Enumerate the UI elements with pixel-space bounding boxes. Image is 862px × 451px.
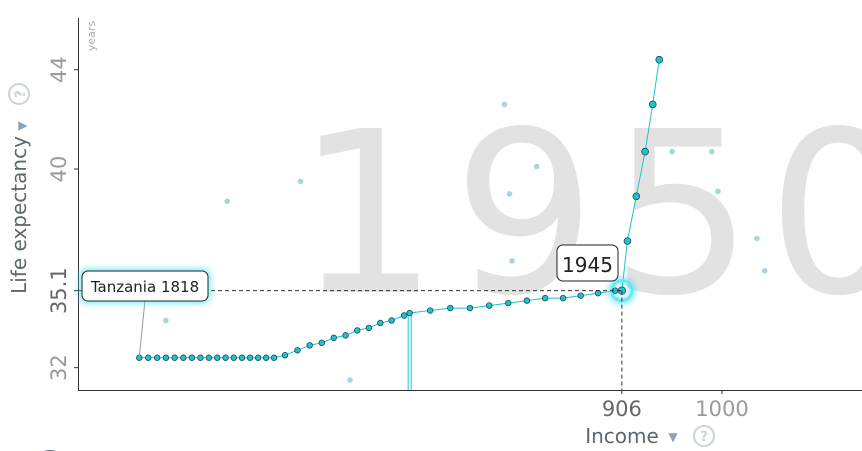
trail-point: [281, 352, 289, 359]
trail-point: [623, 237, 632, 245]
help-icon[interactable]: [8, 83, 30, 105]
trail-point: [214, 354, 221, 361]
trail-point: [145, 354, 152, 361]
dropdown-arrow[interactable]: ▼: [668, 430, 678, 444]
trail-point: [205, 354, 213, 361]
bubble: [297, 178, 304, 185]
trail-point: [641, 147, 649, 156]
trail-point: [577, 292, 584, 299]
trail-point: [153, 354, 161, 361]
help-icon[interactable]: [693, 425, 715, 447]
x-tick-label: 906: [602, 397, 642, 421]
y-axis-title: Life expectancy ▼ ?: [7, 83, 31, 294]
trail-point: [306, 342, 313, 349]
trail-point: [246, 354, 254, 361]
trail-point: [388, 317, 395, 324]
help-icon-mark: ?: [13, 90, 29, 98]
trail-point: [406, 309, 413, 317]
trail-point: [171, 354, 178, 361]
trail-line: [139, 59, 660, 359]
trail-point: [330, 334, 337, 342]
trail-point: [342, 332, 349, 339]
trail-point: [162, 354, 170, 361]
trail-point: [632, 192, 641, 201]
bubble: [347, 377, 353, 383]
y-unit: years: [85, 21, 98, 52]
trail-point: [655, 55, 664, 64]
trail-point: [354, 327, 361, 334]
trail-point: [294, 347, 301, 354]
trail-point: [254, 354, 262, 361]
trail-point: [270, 354, 278, 361]
bubble: [669, 148, 675, 155]
trail-point: [180, 354, 187, 361]
trail-point: [466, 304, 474, 312]
bubble: [163, 317, 169, 324]
trail-point: [426, 307, 434, 314]
bubble: [224, 198, 231, 205]
bubble: [533, 163, 540, 170]
trail-point: [505, 299, 512, 307]
trail-point: [559, 294, 567, 302]
trail-point: [262, 354, 270, 361]
trail-point: [365, 324, 373, 332]
x-label: Income: [585, 424, 659, 448]
x-axis-title: Income ▼ ?: [585, 424, 715, 448]
start-label: Tanzania 1818: [90, 278, 199, 296]
bubble: [501, 101, 508, 108]
trail-point: [447, 304, 454, 312]
y-label: Life expectancy: [7, 136, 31, 294]
trail-point: [230, 354, 238, 361]
year-watermark: 1950: [296, 84, 862, 346]
trail-point: [400, 312, 408, 319]
trail-point: [594, 289, 602, 297]
trail-point: [238, 354, 246, 361]
highlight-label: 1945: [562, 253, 613, 277]
x-tick-label: 1000: [695, 397, 748, 421]
help-icon-mark: ?: [700, 429, 708, 445]
trail-point: [377, 319, 384, 327]
label-leader: [138, 299, 146, 358]
bubble: [715, 188, 721, 195]
trail-point: [222, 354, 229, 361]
dropdown-arrow[interactable]: ▼: [15, 121, 29, 131]
bubble: [506, 191, 513, 197]
y-tick-label: 44: [47, 56, 71, 83]
label-box: [556, 244, 619, 282]
trail-point: [188, 354, 196, 361]
trail-point: [541, 294, 549, 302]
bubble: [754, 235, 760, 242]
bubble: [709, 148, 715, 155]
y-tick-label: 40: [47, 156, 71, 183]
y-tick-label: 35.1: [47, 267, 71, 314]
label-box: [81, 270, 209, 302]
trail-point: [648, 100, 657, 109]
trail-point: [523, 297, 531, 304]
bubble: [509, 258, 515, 264]
bubble: [761, 268, 768, 274]
plot-area: 1950: [136, 55, 862, 390]
trail-point: [197, 354, 204, 361]
trail-point: [318, 339, 326, 347]
y-tick-label: 32: [47, 354, 71, 381]
trail-point: [486, 302, 493, 309]
